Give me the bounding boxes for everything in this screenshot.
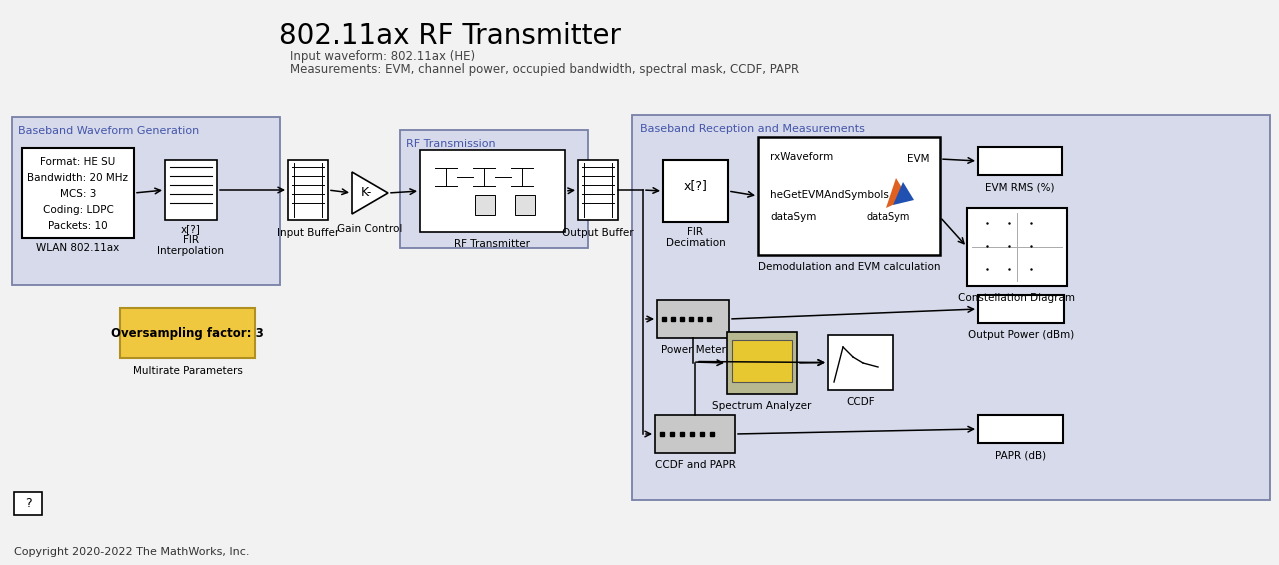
Text: x[?]: x[?]: [182, 224, 201, 234]
Bar: [515, 195, 535, 215]
Bar: [978, 415, 1063, 443]
Text: PAPR (dB): PAPR (dB): [995, 450, 1046, 460]
Text: FIR: FIR: [183, 235, 200, 245]
Text: CCDF and PAPR: CCDF and PAPR: [655, 460, 735, 470]
Bar: [828, 335, 893, 390]
Text: Measurements: EVM, channel power, occupied bandwidth, spectral mask, CCDF, PAPR: Measurements: EVM, channel power, occupi…: [290, 63, 799, 76]
Text: Input Buffer: Input Buffer: [276, 228, 339, 238]
Text: Input waveform: 802.11ax (HE): Input waveform: 802.11ax (HE): [290, 50, 475, 63]
Text: EVM: EVM: [907, 154, 930, 164]
Bar: [726, 332, 797, 394]
Text: heGetEVMAndSymbols: heGetEVMAndSymbols: [770, 190, 889, 200]
Bar: [758, 137, 940, 255]
Bar: [978, 295, 1064, 323]
Text: Interpolation: Interpolation: [157, 246, 225, 256]
Bar: [288, 160, 327, 220]
Text: Power Meter: Power Meter: [660, 345, 725, 355]
Text: MCS: 3: MCS: 3: [60, 189, 96, 199]
Text: 802.11ax RF Transmitter: 802.11ax RF Transmitter: [279, 22, 622, 50]
Bar: [655, 415, 735, 453]
Bar: [400, 130, 588, 248]
Bar: [420, 150, 565, 232]
Text: Decimation: Decimation: [665, 238, 725, 248]
Text: RF Transmission: RF Transmission: [405, 139, 496, 149]
Text: CCDF: CCDF: [847, 397, 875, 407]
Text: K-: K-: [361, 186, 372, 199]
Text: EVM RMS (%): EVM RMS (%): [985, 182, 1055, 192]
Text: FIR: FIR: [688, 227, 703, 237]
Polygon shape: [886, 178, 908, 208]
Bar: [14, 492, 42, 515]
Text: Oversampling factor: 3: Oversampling factor: 3: [111, 327, 263, 340]
Text: ?: ?: [24, 497, 31, 510]
Text: WLAN 802.11ax: WLAN 802.11ax: [36, 243, 120, 253]
Text: Baseband Reception and Measurements: Baseband Reception and Measurements: [640, 124, 865, 134]
Text: Demodulation and EVM calculation: Demodulation and EVM calculation: [757, 262, 940, 272]
Bar: [12, 117, 280, 285]
Text: Output Buffer: Output Buffer: [563, 228, 634, 238]
Text: Gain Control: Gain Control: [338, 224, 403, 234]
Bar: [475, 195, 495, 215]
Text: Copyright 2020-2022 The MathWorks, Inc.: Copyright 2020-2022 The MathWorks, Inc.: [14, 547, 249, 557]
Text: Output Power (dBm): Output Power (dBm): [968, 330, 1074, 340]
Bar: [632, 115, 1270, 500]
Text: Multirate Parameters: Multirate Parameters: [133, 366, 243, 376]
Bar: [732, 340, 792, 382]
Text: Baseband Waveform Generation: Baseband Waveform Generation: [18, 126, 200, 136]
Bar: [967, 208, 1067, 286]
Bar: [578, 160, 618, 220]
Text: Constellation Diagram: Constellation Diagram: [958, 293, 1076, 303]
Text: Format: HE SU: Format: HE SU: [41, 157, 115, 167]
Text: Packets: 10: Packets: 10: [49, 221, 107, 231]
Bar: [657, 300, 729, 338]
Text: rxWaveform: rxWaveform: [770, 152, 833, 162]
Text: dataSym: dataSym: [867, 212, 909, 222]
Text: Spectrum Analyzer: Spectrum Analyzer: [712, 401, 812, 411]
Polygon shape: [352, 172, 388, 214]
Bar: [120, 308, 255, 358]
Bar: [978, 147, 1062, 175]
Bar: [663, 160, 728, 222]
Text: Bandwidth: 20 MHz: Bandwidth: 20 MHz: [28, 173, 128, 183]
Text: RF Transmitter: RF Transmitter: [454, 239, 531, 249]
Bar: [165, 160, 217, 220]
Polygon shape: [893, 182, 914, 205]
Text: Coding: LDPC: Coding: LDPC: [42, 205, 114, 215]
Text: x[?]: x[?]: [683, 180, 707, 193]
Bar: [22, 148, 134, 238]
Text: dataSym: dataSym: [770, 212, 816, 222]
